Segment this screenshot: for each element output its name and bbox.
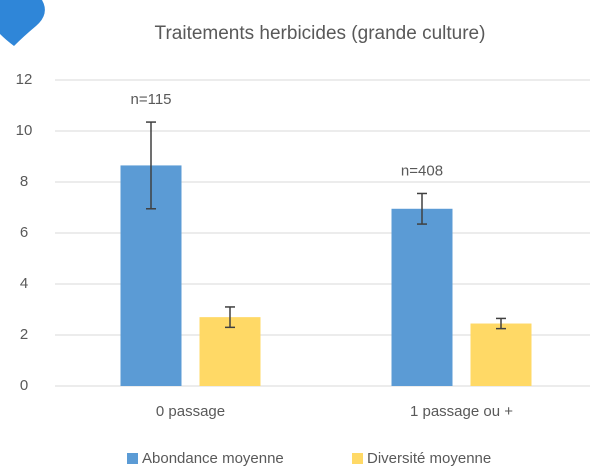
error-bar [417,192,427,225]
legend-swatch [352,453,363,464]
x-tick-label: 0 passage [156,403,225,420]
y-tick-label: 2 [20,326,28,343]
logo [0,0,45,46]
y-tick-label: 0 [20,377,28,394]
y-tick-label: 6 [20,224,28,241]
chart-title: Traitements herbicides (grande culture) [155,23,486,44]
x-tick-label: 1 passage ou + [410,403,513,420]
y-tick-label: 8 [20,173,28,190]
y-tick-label: 12 [16,71,33,88]
annotation: n=115 [130,91,171,108]
error-bar [146,121,156,210]
error-bar [496,317,506,330]
annotation: n=408 [401,162,443,179]
legend-label: Abondance moyenne [142,450,284,466]
y-tick-label: 10 [16,122,33,139]
bar [199,317,261,386]
bar [470,323,532,386]
y-tick-label: 4 [20,275,28,292]
legend-label: Diversité moyenne [367,450,491,466]
bar [391,208,453,386]
legend-swatch [127,453,138,464]
error-bar [225,306,235,329]
